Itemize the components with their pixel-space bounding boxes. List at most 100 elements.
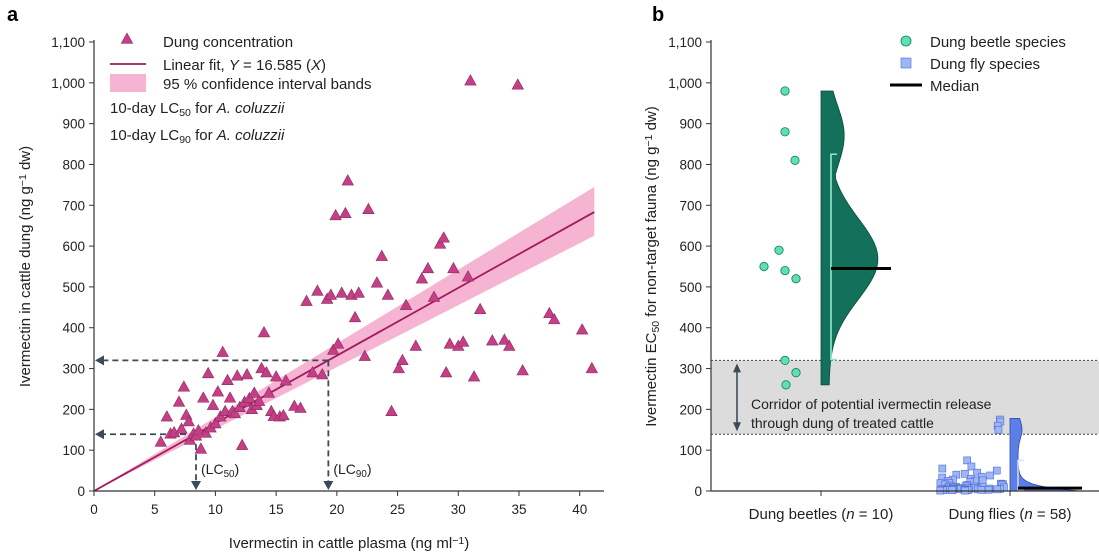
fly-point — [948, 486, 957, 494]
fly-iqr-bracket — [1017, 459, 1024, 491]
y-tick-label: 900 — [62, 117, 85, 132]
data-point — [399, 298, 413, 310]
x-tick-label: 40 — [572, 502, 587, 517]
corridor-text-line1: Corridor of potential ivermectin release — [751, 396, 992, 412]
data-point — [206, 398, 220, 410]
fly-point — [992, 466, 1001, 475]
data-point — [262, 386, 276, 398]
legend-lc90-label: 10-day LC90 for A. coluzzii — [110, 127, 285, 146]
lc50-label: (LC50) — [201, 461, 239, 480]
data-point — [439, 366, 453, 378]
lc90-arrowhead-left — [95, 355, 104, 366]
data-point — [585, 361, 599, 374]
beetle-point — [781, 380, 791, 390]
x-tick-label: 25 — [390, 502, 405, 517]
fly-point — [977, 485, 986, 494]
x-tick-label: 20 — [329, 502, 344, 517]
data-point — [433, 237, 447, 249]
data-point — [160, 410, 174, 422]
data-point — [352, 286, 365, 298]
data-point — [427, 290, 441, 302]
group-label: Dung beetles (n = 10) — [749, 506, 894, 523]
x-tick-label: 10 — [208, 502, 223, 517]
legend-fit-label: Linear fit, Y = 16.585 (X) — [163, 57, 326, 74]
lc50-arrowhead-down — [191, 481, 201, 490]
data-point — [341, 174, 354, 186]
legend-band-swatch — [110, 74, 146, 92]
y-tick-label: 500 — [62, 280, 85, 295]
data-point — [543, 306, 556, 319]
panel-a-scatter: (LC50) (LC90) 010020030040050060070080090… — [17, 32, 604, 552]
data-point — [228, 406, 242, 419]
confidence-band — [94, 186, 595, 491]
y-tick-label: 1,100 — [51, 35, 85, 50]
group-label: Dung flies (n = 58) — [949, 506, 1072, 523]
x-tick-label: 30 — [451, 502, 466, 517]
fly-point — [984, 485, 993, 494]
fly-point — [967, 462, 976, 471]
y-tick-label-b: 700 — [679, 198, 702, 213]
panel-b-letter: b — [652, 4, 664, 26]
data-point — [209, 417, 222, 429]
data-point — [447, 261, 460, 274]
y-tick-label: 0 — [77, 484, 85, 499]
beetle-point — [780, 355, 790, 365]
data-point — [362, 202, 375, 214]
x-tick-label: 15 — [269, 502, 284, 517]
data-point — [311, 284, 324, 296]
fly-point — [993, 485, 1001, 494]
x-tick-label: 35 — [511, 502, 526, 517]
data-point — [473, 302, 487, 314]
y-tick-label: 200 — [62, 402, 85, 417]
y-tick-label-b: 400 — [679, 321, 702, 336]
beetle-point — [774, 245, 784, 255]
x-axis-title: Ivermectin in cattle plasma (ng ml−1) — [229, 535, 469, 552]
y-tick-label-b: 800 — [679, 157, 702, 172]
beetle-point — [790, 155, 800, 165]
lc90-label: (LC90) — [333, 461, 371, 480]
arrowhead-up — [733, 363, 741, 373]
legend-beetle-label: Dung beetle species — [930, 34, 1066, 51]
legend-band-label: 95 % confidence interval bands — [163, 76, 371, 93]
data-point — [211, 385, 225, 397]
data-point — [415, 272, 429, 284]
x-tick-label: 5 — [151, 502, 159, 517]
legend-fly-label: Dung fly species — [930, 56, 1040, 73]
data-point — [392, 361, 405, 374]
beetle-point — [791, 274, 801, 284]
beetle-point — [780, 127, 790, 137]
data-point — [324, 288, 337, 300]
fly-point — [963, 456, 971, 465]
beetle-iqr-bracket — [830, 153, 837, 361]
fly-point — [961, 470, 969, 478]
y-tick-label-b: 900 — [679, 117, 702, 132]
beetle-point — [759, 261, 769, 272]
y-axis-title: Ivermectin in cattle dung (ng g−1 dw) — [17, 146, 34, 387]
data-point — [409, 339, 422, 351]
beetle-point — [780, 86, 790, 96]
y-tick-label-b: 200 — [679, 402, 702, 417]
data-point — [370, 276, 384, 288]
data-point — [172, 395, 186, 407]
y-tick-label-b: 600 — [679, 239, 702, 254]
legend-square-icon — [900, 57, 912, 69]
data-point — [316, 368, 329, 380]
data-point — [437, 231, 450, 243]
data-point — [223, 391, 237, 403]
data-point — [331, 337, 345, 349]
fly-point — [938, 464, 947, 473]
data-point — [197, 391, 210, 403]
data-point — [154, 435, 167, 447]
data-point — [327, 343, 340, 355]
data-point — [294, 401, 307, 413]
y-tick-label: 800 — [62, 157, 85, 172]
legend-lc50-label: 10-day LC50 for A. coluzzii — [110, 100, 285, 119]
fly-point — [978, 476, 987, 485]
y-tick-label-b: 500 — [679, 280, 702, 295]
y-tick-label: 700 — [62, 198, 85, 213]
data-point — [252, 394, 266, 406]
data-point — [257, 326, 271, 338]
beetle-point — [791, 368, 801, 378]
y-tick-label-b: 100 — [679, 443, 702, 458]
data-point — [248, 386, 261, 398]
